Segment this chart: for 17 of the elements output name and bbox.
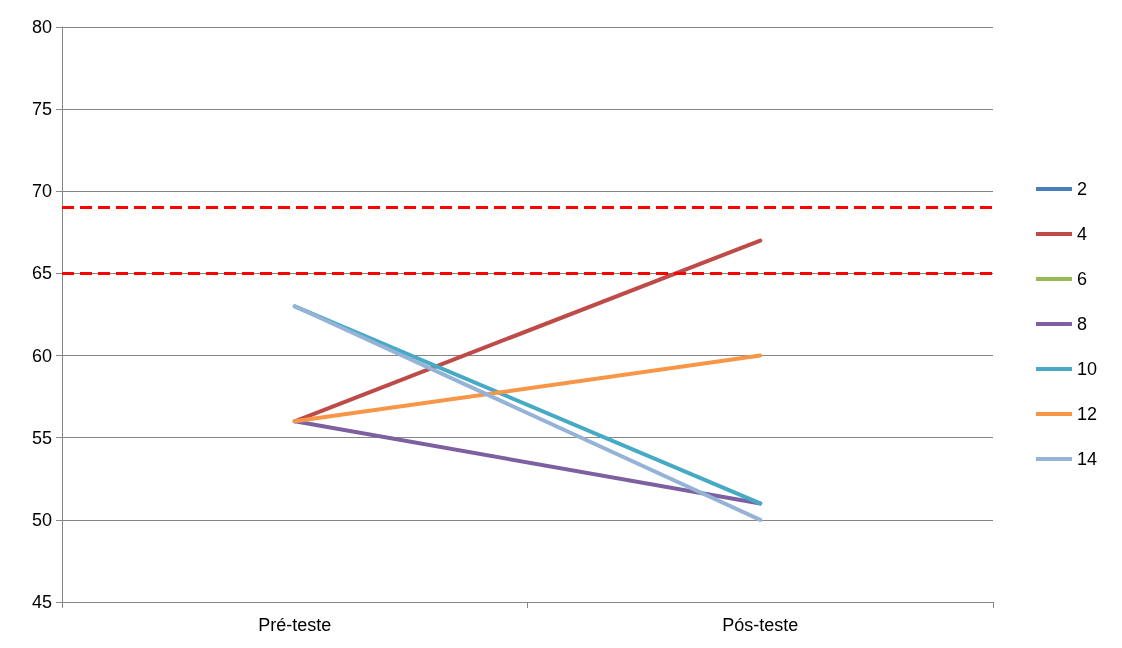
legend-label: 14 xyxy=(1076,449,1098,469)
y-tick-label: 70 xyxy=(31,181,52,202)
legend-label: 2 xyxy=(1076,179,1087,199)
y-tick-label: 80 xyxy=(31,17,52,37)
y-tick-label: 60 xyxy=(31,345,52,366)
y-tick-label: 75 xyxy=(31,99,52,120)
legend-label: 12 xyxy=(1076,404,1098,424)
legend-label: 4 xyxy=(1076,224,1087,244)
y-tick-label: 50 xyxy=(31,509,52,530)
x-tick-label: Pré-teste xyxy=(258,615,332,635)
y-tick-label: 55 xyxy=(31,427,52,448)
y-tick-label: 65 xyxy=(31,263,52,284)
y-tick-label: 45 xyxy=(31,592,52,612)
legend-label: 6 xyxy=(1076,269,1087,289)
x-tick-label: Pós-teste xyxy=(722,615,799,635)
legend-label: 10 xyxy=(1076,359,1098,379)
legend-label: 8 xyxy=(1076,314,1087,334)
